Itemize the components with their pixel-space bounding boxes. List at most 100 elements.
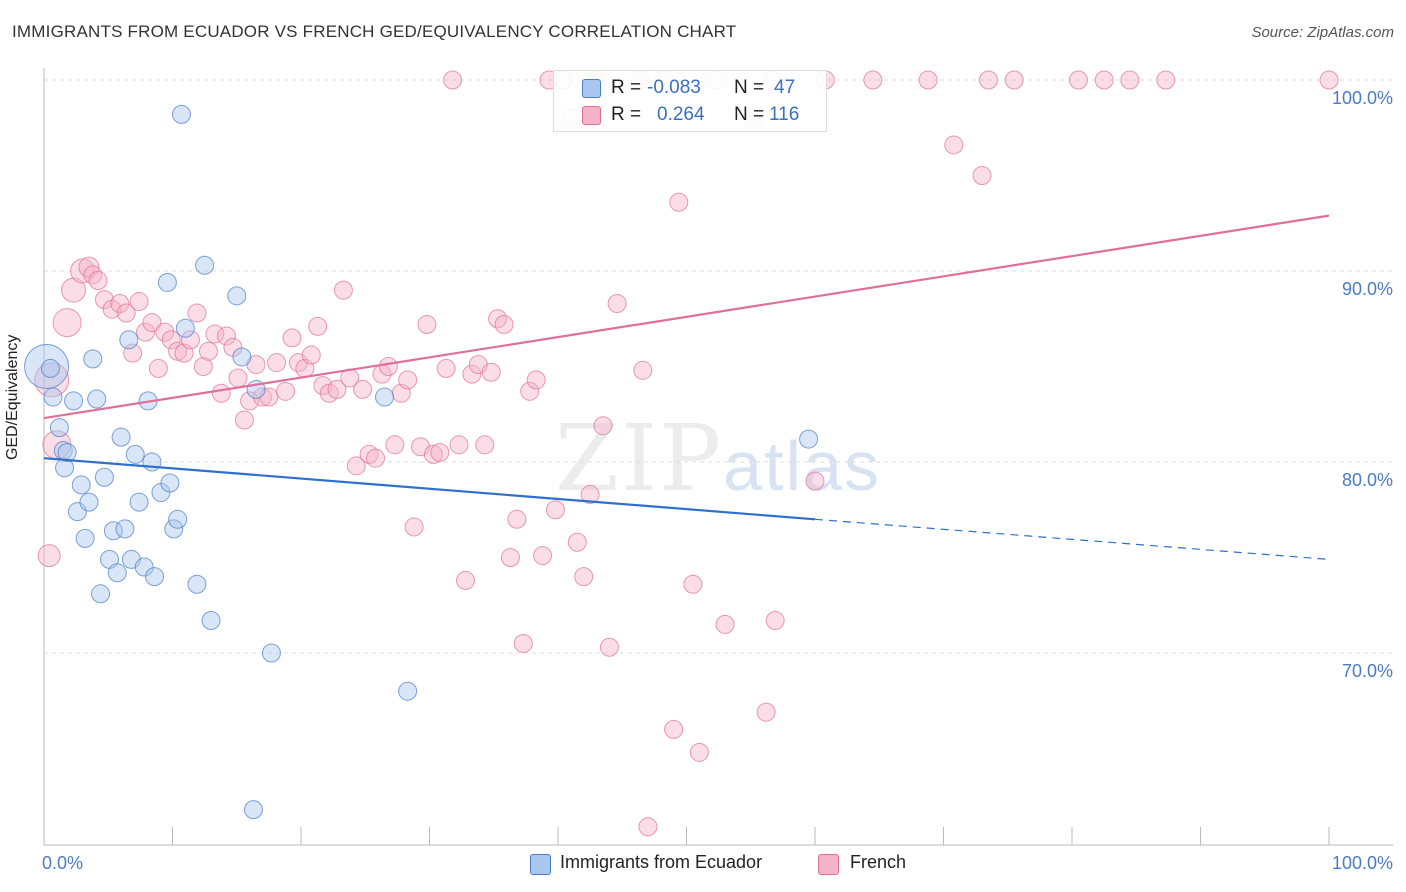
legend-n-value: 47 bbox=[774, 77, 796, 98]
y-tick-label: 100.0% bbox=[1332, 88, 1393, 108]
legend-n-label: N = bbox=[734, 104, 765, 125]
legend-row-french: R = 0.264 N = 116 bbox=[554, 102, 826, 128]
french-point bbox=[276, 381, 296, 401]
french-point bbox=[161, 330, 181, 350]
ecuador-trend-line-dashed bbox=[814, 518, 1330, 561]
french-point bbox=[252, 387, 272, 407]
ecuador-point bbox=[261, 643, 281, 663]
french-point bbox=[481, 362, 501, 382]
legend-swatch-ecuador bbox=[530, 854, 551, 875]
chart-title: IMMIGRANTS FROM ECUADOR VS FRENCH GED/EQ… bbox=[12, 22, 737, 41]
watermark: ZIPatlas bbox=[555, 405, 881, 512]
french-point bbox=[313, 376, 333, 396]
french-point bbox=[593, 416, 613, 436]
french-point bbox=[88, 271, 108, 291]
ecuador-point bbox=[175, 318, 195, 338]
french-point bbox=[918, 70, 938, 90]
french-point bbox=[193, 357, 213, 376]
source-label: Source: ZipAtlas.com bbox=[1251, 24, 1394, 41]
y-tick-label: 80.0% bbox=[1342, 470, 1393, 490]
legend-row-ecuador: R = -0.083 N = 47 bbox=[554, 75, 826, 101]
french-point bbox=[500, 548, 520, 567]
french-trend-line bbox=[43, 214, 1330, 420]
ecuador-point bbox=[43, 387, 63, 407]
ecuador-point bbox=[75, 528, 95, 548]
french-point bbox=[638, 817, 658, 837]
french-point bbox=[180, 330, 200, 350]
watermark-atlas: atlas bbox=[723, 427, 882, 505]
french-point bbox=[455, 570, 475, 590]
french-point bbox=[308, 316, 328, 336]
french-point bbox=[83, 265, 103, 285]
french-point bbox=[944, 135, 964, 155]
legend-r-label: R = bbox=[611, 104, 642, 125]
ecuador-point bbox=[187, 574, 207, 594]
french-point bbox=[198, 341, 218, 361]
french-point bbox=[211, 383, 231, 403]
ecuador-point bbox=[134, 557, 154, 577]
french-point bbox=[136, 322, 156, 342]
french-point bbox=[155, 322, 175, 342]
ecuador-point bbox=[91, 584, 111, 604]
french-point bbox=[449, 435, 469, 455]
french-point bbox=[863, 70, 883, 90]
correlation-legend: R = -0.083 N = 47 R = 0.264 N = 116 bbox=[553, 70, 827, 132]
ecuador-point bbox=[164, 519, 184, 539]
french-point bbox=[978, 70, 998, 90]
french-point bbox=[240, 391, 260, 411]
ecuador-point bbox=[160, 473, 180, 493]
series-legend: Immigrants from Ecuador French bbox=[0, 852, 1406, 878]
french-point bbox=[513, 633, 533, 653]
french-point bbox=[417, 314, 437, 334]
french-point bbox=[398, 370, 418, 390]
french-point bbox=[353, 379, 373, 399]
ecuador-point bbox=[79, 492, 99, 512]
ecuador-point bbox=[49, 418, 69, 438]
ecuador-point bbox=[40, 358, 60, 378]
legend-swatch-french bbox=[818, 854, 839, 875]
legend-n-value: 116 bbox=[769, 104, 800, 125]
french-point bbox=[110, 293, 130, 313]
y-tick-label: 70.0% bbox=[1342, 661, 1393, 681]
french-point bbox=[1094, 70, 1114, 90]
legend-swatch-french bbox=[582, 106, 601, 125]
french-point bbox=[430, 442, 450, 462]
french-point bbox=[526, 370, 546, 390]
french-point bbox=[972, 166, 992, 185]
french-point bbox=[475, 435, 495, 455]
ecuador-point bbox=[201, 611, 221, 631]
french-point bbox=[669, 192, 689, 212]
french-point bbox=[756, 702, 776, 722]
french-point bbox=[633, 360, 653, 380]
french-point bbox=[385, 435, 405, 455]
ecuador-point bbox=[145, 567, 165, 587]
ecuador-point bbox=[799, 429, 819, 449]
ecuador-point bbox=[125, 444, 145, 464]
ecuador-point bbox=[157, 272, 177, 292]
french-point bbox=[1319, 70, 1339, 90]
french-point bbox=[378, 357, 398, 376]
ecuador-point bbox=[195, 255, 215, 275]
french-point bbox=[545, 500, 565, 520]
ecuador-point bbox=[83, 349, 103, 369]
french-point bbox=[52, 308, 82, 338]
french-point bbox=[599, 637, 619, 657]
french-point bbox=[689, 742, 709, 762]
french-point bbox=[282, 328, 302, 348]
french-point bbox=[333, 280, 353, 300]
ecuador-point bbox=[87, 389, 107, 409]
y-tick-label: 90.0% bbox=[1342, 279, 1393, 299]
french-point bbox=[267, 353, 287, 373]
french-point bbox=[443, 70, 463, 90]
french-point bbox=[94, 290, 114, 310]
french-point bbox=[129, 292, 149, 312]
ecuador-point bbox=[71, 475, 91, 495]
french-point bbox=[327, 379, 347, 399]
ecuador-point bbox=[107, 563, 127, 583]
french-point bbox=[205, 324, 225, 344]
french-point bbox=[148, 358, 168, 378]
ecuador-point bbox=[57, 442, 77, 462]
french-point bbox=[533, 546, 553, 566]
ecuador-point bbox=[129, 492, 149, 512]
